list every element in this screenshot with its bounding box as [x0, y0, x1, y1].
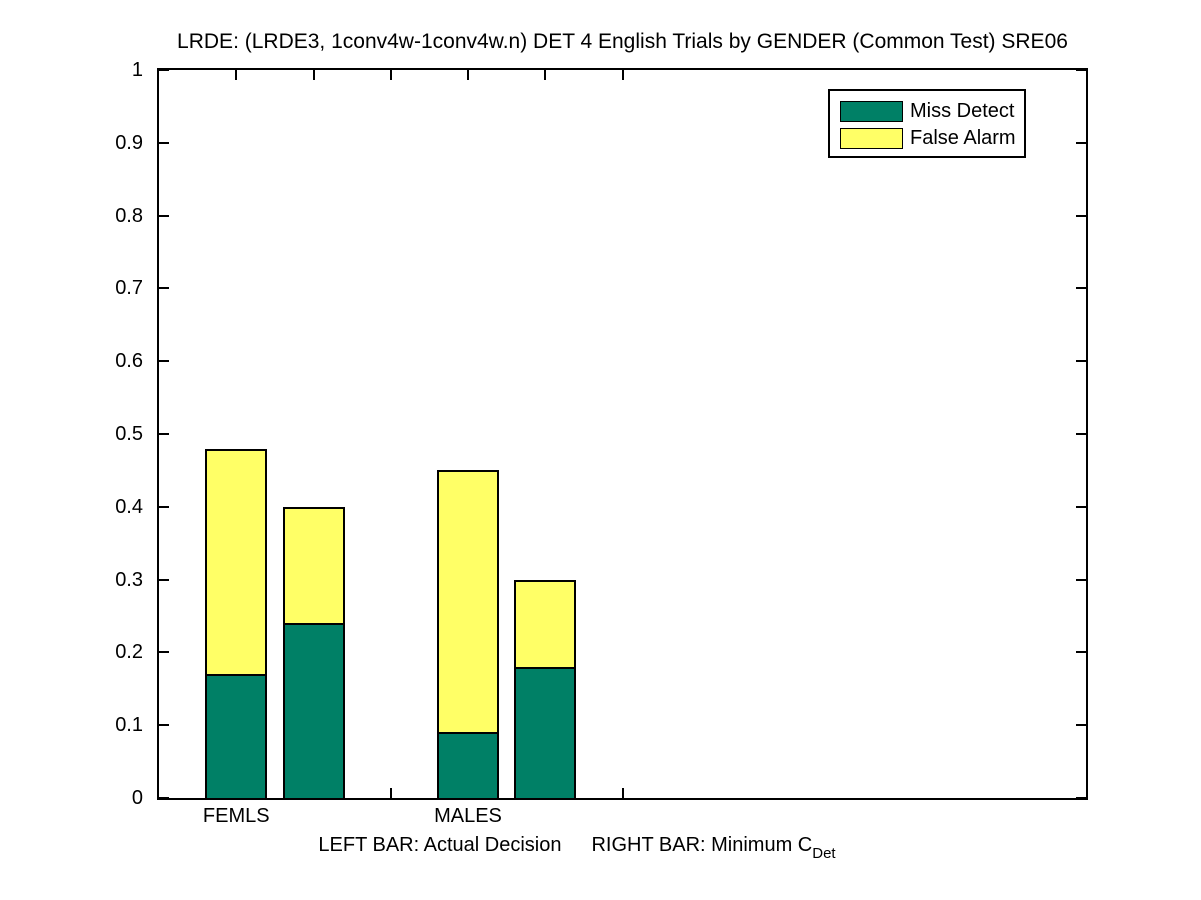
- y-tick: [159, 505, 169, 508]
- y-tick: [1076, 287, 1086, 290]
- plot-area: Miss Detect False Alarm: [157, 68, 1088, 800]
- y-tick: [1076, 797, 1086, 799]
- y-tick: [1076, 578, 1086, 581]
- bar-segment-miss-detect: [437, 732, 499, 798]
- x-tick: [312, 70, 315, 80]
- bar-segment-miss-detect: [514, 666, 577, 798]
- x-tick-label: FEMLS: [202, 805, 270, 827]
- x-tick: [235, 70, 238, 80]
- x-tick: [544, 70, 547, 80]
- chart-title: LRDE: (LRDE3, 1conv4w-1conv4w.n) DET 4 E…: [177, 30, 1068, 53]
- y-tick: [1076, 360, 1086, 363]
- bar-segment-miss-detect: [282, 623, 345, 798]
- legend-swatch-miss-detect: [840, 101, 903, 122]
- legend-swatch-false-alarm: [840, 128, 903, 149]
- y-tick: [1076, 214, 1086, 217]
- y-tick: [159, 214, 169, 217]
- legend: Miss Detect False Alarm: [828, 89, 1026, 158]
- y-tick: [159, 360, 169, 363]
- y-tick: [1076, 141, 1086, 144]
- bar-segment-false-alarm: [514, 579, 577, 667]
- y-tick-label: 0.6: [115, 350, 143, 373]
- x-tick-label: MALES: [434, 805, 502, 827]
- y-tick: [159, 797, 169, 799]
- x-tick: [621, 70, 624, 80]
- x-tick: [467, 70, 469, 80]
- footnote: LEFT BAR: Actual Decision RIGHT BAR: Mini…: [318, 834, 835, 862]
- y-tick: [1076, 505, 1086, 508]
- bar-segment-false-alarm: [282, 506, 345, 624]
- y-tick: [159, 651, 169, 654]
- y-tick: [1076, 724, 1086, 727]
- footnote-cdet-subscript: Det: [812, 845, 836, 862]
- legend-label-miss-detect: Miss Detect: [910, 100, 1015, 122]
- y-tick: [159, 578, 169, 581]
- footnote-left-bar: LEFT BAR: Actual Decision: [318, 834, 562, 856]
- y-tick-label: 0.7: [115, 277, 143, 300]
- y-tick-label: 0.2: [115, 641, 143, 664]
- y-tick: [159, 69, 169, 71]
- y-tick: [159, 433, 169, 435]
- x-tick: [389, 788, 392, 798]
- x-tick: [389, 70, 392, 80]
- y-tick-label: 0.1: [115, 714, 143, 737]
- y-tick: [159, 287, 169, 290]
- bar-segment-false-alarm: [437, 470, 499, 733]
- y-tick-label: 0.5: [115, 423, 143, 445]
- y-tick-label: 0.3: [115, 568, 143, 591]
- bar-segment-false-alarm: [205, 448, 268, 675]
- y-tick-label: 0.9: [115, 131, 143, 154]
- y-tick-label: 0.8: [115, 204, 143, 227]
- x-tick: [621, 788, 624, 798]
- y-tick: [159, 724, 169, 727]
- y-tick-label: 1: [131, 59, 143, 81]
- footnote-right-bar: RIGHT BAR: Minimum C: [591, 834, 813, 856]
- y-tick-label: 0.4: [115, 495, 143, 518]
- y-tick: [1076, 651, 1086, 654]
- y-tick: [159, 141, 169, 144]
- y-tick: [1076, 69, 1086, 71]
- bar-segment-miss-detect: [205, 674, 268, 798]
- y-tick: [1076, 433, 1086, 435]
- legend-label-false-alarm: False Alarm: [910, 127, 1016, 149]
- y-tick-label: 0: [131, 787, 143, 809]
